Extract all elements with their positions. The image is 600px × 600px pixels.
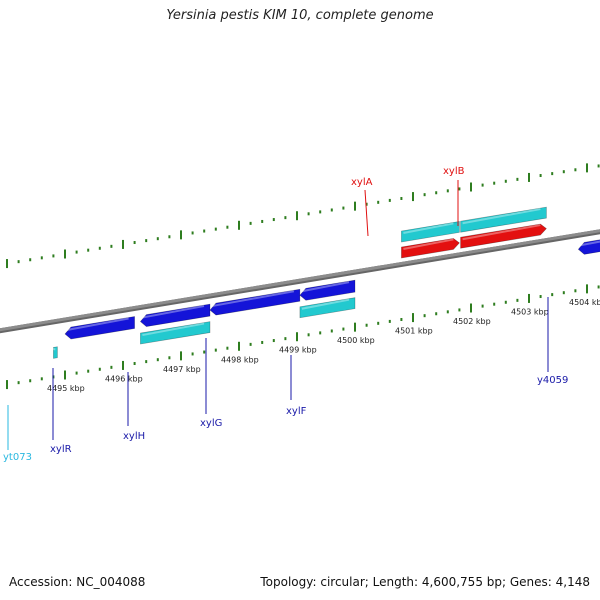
xylA-label: xylA: [351, 177, 373, 188]
xylH-gene-arrow: [139, 303, 211, 327]
xylB-gene-arrow: [460, 223, 547, 249]
kbp-tick-label: 4504 kbp: [569, 298, 600, 307]
genome-summary-text: Topology: circular; Length: 4,600,755 bp…: [260, 575, 590, 589]
kbp-tick-label: 4498 kbp: [221, 355, 259, 364]
accession-text: Accession: NC_004088: [9, 575, 146, 589]
xylA-gene-arrow-highlight: [403, 238, 454, 250]
xylH-feature-bar-highlight: [142, 322, 205, 337]
xylG-label: xylG: [200, 418, 222, 429]
xylF-label: xylF: [286, 406, 307, 417]
yt073-bar: [53, 346, 58, 359]
xylF-feature-bar-highlight: [301, 298, 350, 310]
xylB-feature-bar: [460, 206, 547, 233]
map-title: Yersinia pestis KIM 10, complete genome: [166, 8, 434, 23]
xylH-gene-arrow-highlight: [142, 305, 205, 319]
xylB-label: xylB: [443, 166, 465, 177]
kbp-tick-label: 4496 kbp: [105, 374, 143, 383]
y4059-gene-arrow-highlight: [580, 240, 600, 247]
xylR-gene-arrow-highlight: [66, 317, 129, 331]
xylF-gene-arrow: [299, 279, 356, 301]
xylH-feature-bar: [140, 321, 211, 345]
xylA-feature-bar-highlight: [403, 222, 454, 234]
xylH-label: xylH: [123, 431, 145, 442]
kbp-tick-label: 4500 kbp: [337, 336, 375, 345]
kbp-tick-label: 4495 kbp: [47, 384, 85, 393]
yt073-label: yt073: [3, 452, 32, 463]
xylG-gene-arrow-highlight: [211, 290, 295, 308]
xylR-label: xylR: [50, 444, 72, 455]
backbone: [0, 229, 600, 332]
xylB-feature-bar-highlight: [462, 208, 541, 225]
kbp-tick-label: 4502 kbp: [453, 317, 491, 326]
kbp-tick-label: 4499 kbp: [279, 346, 317, 355]
kbp-tick-label: 4501 kbp: [395, 327, 433, 336]
xylF-feature-bar: [299, 297, 356, 319]
kbp-tick-label: 4503 kbp: [511, 307, 549, 316]
kbp-tick-label: 4497 kbp: [163, 365, 201, 374]
xylA-feature-bar: [401, 221, 460, 243]
xylF-gene-arrow-highlight: [301, 281, 350, 293]
xylB-gene-arrow-highlight: [462, 224, 541, 241]
y4059-gene-arrow: [577, 239, 600, 255]
yt073-bar-highlight: [51, 347, 56, 351]
xylR-gene-arrow: [64, 316, 135, 340]
xylA-leader: [364, 189, 369, 237]
y4059-label: y4059: [537, 375, 568, 386]
xylG-gene-arrow: [209, 288, 301, 316]
xylA-gene-arrow: [401, 238, 460, 259]
